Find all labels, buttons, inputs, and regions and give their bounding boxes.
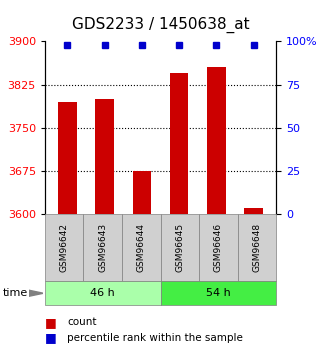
Text: GSM96646: GSM96646 [214, 223, 223, 272]
Text: ■: ■ [45, 316, 57, 329]
Text: 54 h: 54 h [206, 288, 231, 298]
Bar [238, 214, 276, 281]
Text: percentile rank within the sample: percentile rank within the sample [67, 333, 243, 343]
Text: GSM96645: GSM96645 [175, 223, 184, 272]
Bar [244, 208, 263, 214]
Bar [45, 214, 83, 281]
Bar [58, 102, 77, 214]
Bar [95, 99, 114, 214]
Text: ■: ■ [45, 331, 57, 344]
Bar [45, 281, 160, 305]
Text: GSM96643: GSM96643 [98, 223, 107, 272]
Bar [122, 214, 160, 281]
Bar [83, 214, 122, 281]
Bar [170, 73, 188, 214]
Text: GSM96642: GSM96642 [60, 223, 69, 272]
Bar [199, 214, 238, 281]
Text: 46 h: 46 h [90, 288, 115, 298]
Text: time: time [3, 288, 29, 298]
Text: GDS2233 / 1450638_at: GDS2233 / 1450638_at [72, 17, 249, 33]
Bar [160, 214, 199, 281]
Text: GSM96644: GSM96644 [137, 223, 146, 272]
Text: GSM96648: GSM96648 [252, 223, 261, 272]
Bar [133, 171, 151, 214]
Bar [160, 281, 276, 305]
Text: count: count [67, 317, 97, 327]
Bar [207, 67, 226, 214]
Polygon shape [29, 290, 43, 296]
